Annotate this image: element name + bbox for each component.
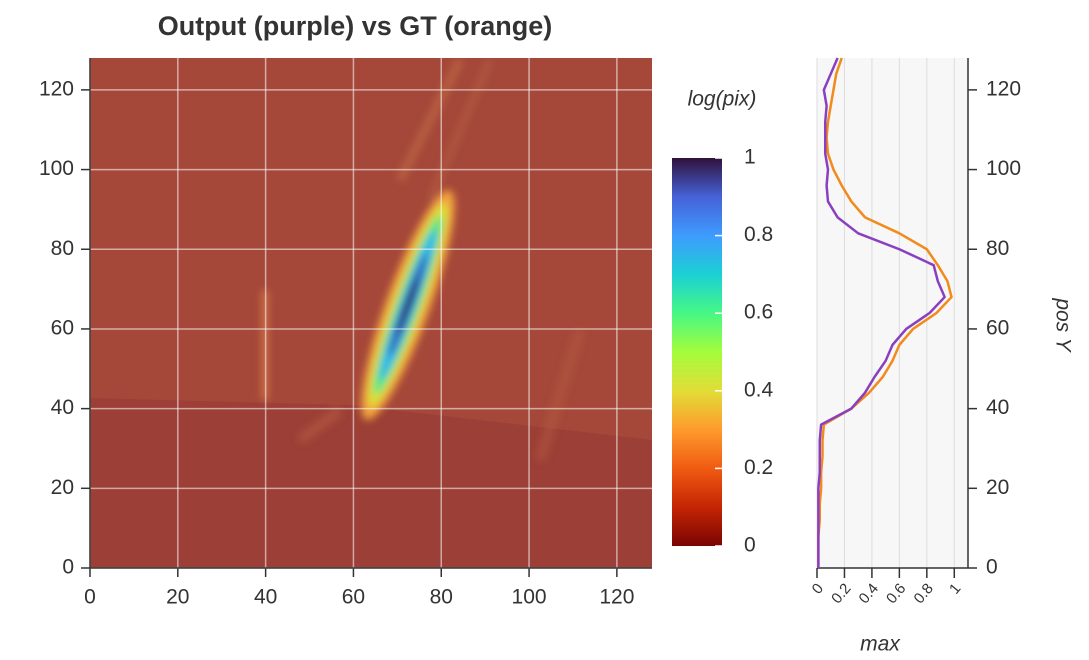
x-tick-label: 120 [599, 586, 634, 609]
y-tick-label: 0 [986, 556, 998, 579]
y-tick-label: 40 [986, 396, 1009, 419]
x-tick-label: 20 [166, 586, 189, 609]
colorbar [672, 158, 722, 546]
y-axis-label: pos Y [1051, 297, 1074, 353]
y-tick-label: 40 [51, 396, 74, 419]
colorbar-tick-label: 0.6 [744, 301, 773, 324]
y-tick-label: 0 [62, 556, 74, 579]
colorbar-tick-label: 0 [744, 534, 756, 557]
y-tick-label: 80 [51, 237, 74, 260]
x-tick-label: 0.8 [910, 580, 936, 607]
x-tick-label: 80 [430, 586, 453, 609]
x-tick-label: 60 [342, 586, 365, 609]
x-tick-label: 0 [84, 586, 96, 609]
profile-line [817, 57, 953, 568]
y-tick-label: 80 [986, 237, 1009, 260]
y-tick-label: 20 [986, 476, 1009, 499]
x-tick-label: 0 [809, 580, 827, 597]
y-tick-label: 60 [986, 316, 1009, 339]
x-tick-label: 1 [946, 580, 964, 597]
heatmap-image [90, 58, 652, 568]
colorbar-title: log(pix) [688, 88, 757, 111]
y-tick-label: 120 [39, 77, 74, 100]
colorbar-tick-label: 0.2 [744, 456, 773, 479]
x-tick-label: 0.6 [883, 580, 909, 607]
chart-title: Output (purple) vs GT (orange) [158, 11, 552, 41]
y-tick-label: 100 [39, 157, 74, 180]
x-tick-label: 0.4 [856, 580, 882, 607]
x-tick-label: 0.2 [828, 580, 854, 607]
x-tick-label: 40 [254, 586, 277, 609]
colorbar-tick-label: 0.4 [744, 378, 774, 401]
y-tick-label: 60 [51, 316, 74, 339]
colorbar-tick-label: 0.8 [744, 223, 773, 246]
x-tick-label: 100 [512, 586, 547, 609]
y-tick-label: 20 [51, 476, 74, 499]
y-tick-label: 120 [986, 77, 1021, 100]
colorbar-tick-label: 1 [744, 146, 756, 169]
profile-background [817, 58, 968, 568]
profile-line [817, 57, 946, 568]
x-axis-label: max [860, 633, 901, 656]
y-tick-label: 100 [986, 157, 1021, 180]
